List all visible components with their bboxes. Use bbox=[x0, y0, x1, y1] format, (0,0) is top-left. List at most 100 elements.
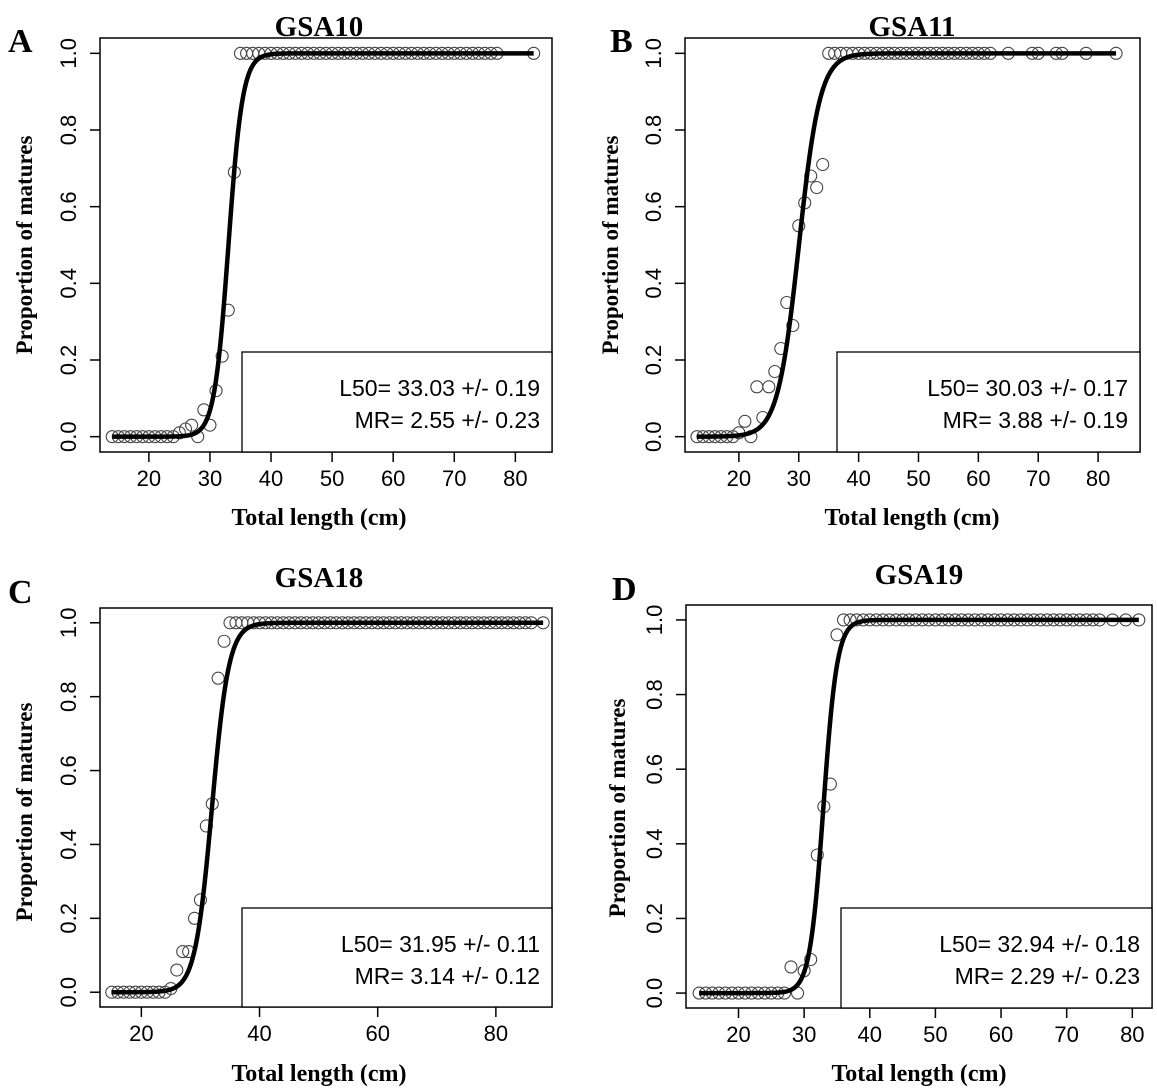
annotation-box bbox=[840, 907, 1153, 1009]
y-tick-label: 0.8 bbox=[641, 115, 666, 146]
panel-letter: B bbox=[610, 23, 633, 60]
x-tick-label: 40 bbox=[846, 466, 870, 491]
x-axis-label: Total length (cm) bbox=[824, 505, 999, 531]
y-tick-label: 0.6 bbox=[56, 755, 81, 786]
x-tick-label: 30 bbox=[787, 466, 811, 491]
x-tick-label: 20 bbox=[129, 1021, 153, 1046]
data-point bbox=[211, 671, 225, 685]
panel-b: B GSA11 Proportion of matures Total length … bbox=[598, 11, 1141, 531]
y-axis-label: Proportion of matures bbox=[12, 135, 37, 354]
panel-a: A GSA10 Proportion of matures Total length … bbox=[8, 11, 553, 531]
x-tick-label: 20 bbox=[726, 1022, 750, 1047]
y-tick-label: 0.0 bbox=[641, 421, 666, 452]
x-tick-label: 80 bbox=[1120, 1022, 1144, 1047]
x-tick-label: 80 bbox=[503, 466, 527, 491]
y-tick-label: 0.0 bbox=[56, 977, 81, 1008]
y-tick-label: 1.0 bbox=[56, 607, 81, 638]
x-tick-label: 60 bbox=[966, 466, 990, 491]
x-tick-label: 70 bbox=[442, 466, 466, 491]
panel-title: GSA10 bbox=[275, 11, 364, 43]
y-tick-label: 0.4 bbox=[641, 268, 666, 299]
x-axis-label: Total length (cm) bbox=[831, 1061, 1006, 1087]
x-tick-label: 50 bbox=[320, 466, 344, 491]
y-tick-label: 0.8 bbox=[56, 681, 81, 712]
x-tick-label: 40 bbox=[858, 1022, 882, 1047]
y-tick-label: 0.2 bbox=[56, 903, 81, 934]
l50-annotation: L50= 33.03 +/- 0.19 bbox=[339, 375, 540, 401]
x-tick-label: 30 bbox=[198, 466, 222, 491]
data-point bbox=[816, 157, 830, 172]
data-point bbox=[185, 418, 199, 432]
l50-annotation: L50= 31.95 +/- 0.11 bbox=[341, 931, 540, 957]
y-tick-label: 1.0 bbox=[642, 605, 667, 636]
mr-annotation: MR= 3.14 +/- 0.12 bbox=[355, 963, 540, 989]
x-tick-label: 20 bbox=[727, 466, 751, 491]
annotation-box bbox=[241, 907, 553, 1008]
data-point bbox=[170, 963, 184, 977]
y-tick-label: 0.4 bbox=[642, 829, 667, 860]
y-tick-label: 0.2 bbox=[641, 345, 666, 376]
fitted-curve bbox=[695, 51, 1118, 439]
data-point bbox=[215, 349, 229, 363]
x-tick-label: 40 bbox=[259, 466, 283, 491]
data-point bbox=[738, 414, 752, 428]
panel-title: GSA18 bbox=[275, 562, 364, 594]
data-point bbox=[786, 318, 800, 333]
l50-annotation: L50= 32.94 +/- 0.18 bbox=[939, 931, 1140, 957]
x-axis-label: Total length (cm) bbox=[231, 1061, 406, 1087]
data-point bbox=[836, 613, 851, 627]
y-tick-label: 0.0 bbox=[56, 421, 81, 452]
panel-letter: A bbox=[8, 23, 33, 60]
y-tick-label: 0.0 bbox=[642, 978, 667, 1009]
y-tick-label: 0.6 bbox=[56, 191, 81, 222]
y-tick-label: 0.2 bbox=[642, 903, 667, 934]
data-point bbox=[750, 380, 764, 394]
fitted-curve bbox=[111, 51, 535, 439]
y-tick-label: 0.8 bbox=[56, 115, 81, 146]
y-tick-label: 1.0 bbox=[56, 38, 81, 69]
x-tick-label: 40 bbox=[247, 1021, 271, 1046]
x-tick-label: 70 bbox=[1054, 1022, 1078, 1047]
mr-annotation: MR= 2.29 +/- 0.23 bbox=[955, 963, 1140, 989]
y-tick-label: 0.6 bbox=[642, 754, 667, 785]
data-point bbox=[217, 634, 231, 648]
panel-letter: D bbox=[612, 571, 637, 608]
data-point bbox=[768, 364, 782, 379]
mr-annotation: MR= 3.88 +/- 0.19 bbox=[943, 407, 1128, 433]
panel-title: GSA19 bbox=[875, 559, 964, 591]
y-tick-label: 0.2 bbox=[56, 345, 81, 376]
annotation-box bbox=[241, 351, 553, 453]
x-tick-label: 70 bbox=[1026, 466, 1050, 491]
data-point bbox=[762, 380, 776, 394]
l50-annotation: L50= 30.03 +/- 0.17 bbox=[927, 375, 1128, 401]
x-tick-label: 80 bbox=[484, 1021, 508, 1046]
data-point bbox=[176, 945, 190, 959]
x-tick-label: 60 bbox=[381, 466, 405, 491]
x-tick-label: 20 bbox=[137, 466, 161, 491]
y-tick-label: 0.6 bbox=[641, 191, 666, 222]
fitted-curve bbox=[110, 620, 545, 995]
y-tick-label: 0.8 bbox=[642, 679, 667, 710]
x-axis-label: Total length (cm) bbox=[231, 505, 406, 531]
x-tick-label: 30 bbox=[792, 1022, 816, 1047]
y-tick-label: 0.4 bbox=[56, 268, 81, 299]
x-tick-label: 50 bbox=[906, 466, 930, 491]
y-axis-label: Proportion of matures bbox=[12, 702, 37, 921]
y-axis-label: Proportion of matures bbox=[605, 698, 630, 917]
x-tick-label: 60 bbox=[989, 1022, 1013, 1047]
mr-annotation: MR= 2.55 +/- 0.23 bbox=[355, 407, 540, 433]
y-tick-label: 0.4 bbox=[56, 829, 81, 860]
panel-letter: C bbox=[8, 574, 33, 611]
fitted-curve bbox=[697, 617, 1141, 996]
x-tick-label: 80 bbox=[1086, 466, 1110, 491]
data-point bbox=[810, 180, 824, 195]
data-point bbox=[784, 960, 798, 974]
panel-d: D GSA19 Proportion of matures Total length … bbox=[605, 559, 1153, 1087]
annotation-box bbox=[836, 351, 1141, 453]
y-axis-label: Proportion of matures bbox=[598, 135, 623, 354]
x-tick-label: 60 bbox=[365, 1021, 389, 1046]
x-tick-label: 50 bbox=[923, 1022, 947, 1047]
y-tick-label: 1.0 bbox=[641, 38, 666, 69]
panel-title: GSA11 bbox=[868, 11, 955, 43]
